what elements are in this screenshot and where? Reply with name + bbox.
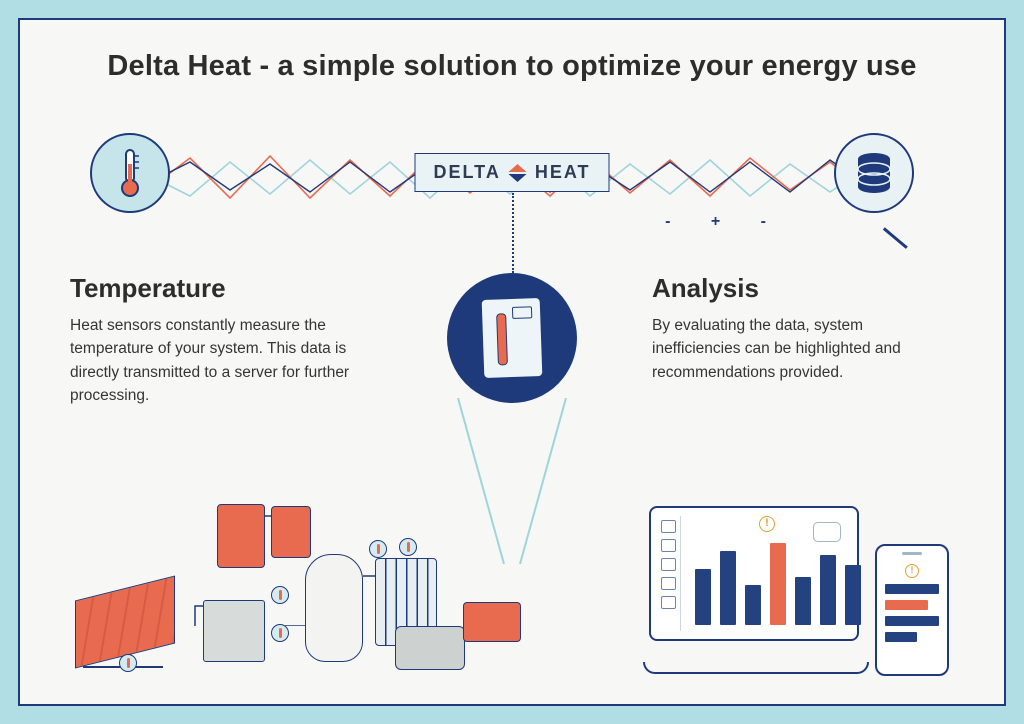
analysis-body: By evaluating the data, system inefficie…: [652, 314, 942, 384]
logo-word-1: DELTA: [434, 162, 501, 183]
sensor-detail-circle: [447, 273, 577, 403]
mini-sensor-icon: [399, 538, 417, 556]
page-title: Delta Heat - a simple solution to optimi…: [70, 50, 954, 83]
magnifier-handle-icon: [883, 227, 908, 248]
infographic-frame: Delta Heat - a simple solution to optimi…: [18, 18, 1006, 706]
dotted-connector: [512, 193, 514, 273]
heating-system-diagram: [75, 476, 535, 676]
chart-bar: [795, 577, 811, 625]
delta-heat-logo: DELTA HEAT: [415, 153, 610, 192]
chart-bar: [745, 585, 761, 625]
phone-bar: [885, 600, 928, 610]
mini-sensor-icon: [271, 624, 289, 642]
sidebar-mini-icon: [661, 558, 676, 571]
chart-bar: [720, 551, 736, 625]
dashboard-illustration: ! !: [649, 486, 949, 676]
sidebar-mini-icon: [661, 520, 676, 533]
sidebar-mini-icon: [661, 596, 676, 609]
boiler-icon: [203, 600, 265, 662]
mini-sensor-icon: [119, 654, 137, 672]
temperature-section: Temperature Heat sensors constantly meas…: [70, 273, 372, 407]
laptop-icon: !: [649, 506, 879, 666]
chart-bar: [695, 569, 711, 625]
bar-chart: [695, 539, 861, 625]
sensor-callout: [432, 273, 592, 407]
buffer-tank-icon: [217, 504, 265, 568]
sidebar-icons: [657, 516, 681, 631]
flow-banner: DELTA HEAT - + -: [90, 123, 934, 243]
temperature-heading: Temperature: [70, 273, 372, 304]
chart-bar: [770, 543, 786, 625]
expansion-vessel-icon: [271, 506, 311, 558]
phone-bar: [885, 616, 939, 626]
sidebar-mini-icon: [661, 577, 676, 590]
phone-alert-icon: !: [905, 564, 919, 578]
temperature-body: Heat sensors constantly measure the temp…: [70, 314, 370, 407]
bottom-illustrations: ! !: [75, 466, 949, 676]
logo-glyph-icon: [509, 164, 527, 182]
phone-bar: [885, 584, 939, 594]
plus-minus-labels: - + -: [665, 213, 784, 231]
laptop-base: [643, 662, 869, 674]
mini-sensor-icon: [369, 540, 387, 558]
laptop-screen: !: [649, 506, 859, 641]
thermometer-icon: [90, 133, 170, 213]
analysis-heading: Analysis: [652, 273, 954, 304]
heat-exchanger-icon: [463, 602, 521, 642]
mini-sensor-icon: [271, 586, 289, 604]
chart-bar: [845, 565, 861, 625]
phone-bar: [885, 632, 917, 642]
alert-icon: !: [759, 516, 775, 532]
database-icon: [834, 133, 914, 213]
water-tank-icon: [305, 554, 363, 662]
phone-icon: !: [875, 544, 949, 676]
sidebar-mini-icon: [661, 539, 676, 552]
logo-word-2: HEAT: [535, 162, 591, 183]
heat-pump-icon: [395, 626, 465, 670]
chart-bar: [820, 555, 836, 625]
analysis-section: Analysis By evaluating the data, system …: [652, 273, 954, 407]
sensor-device-icon: [480, 296, 545, 380]
content-columns: Temperature Heat sensors constantly meas…: [70, 273, 954, 407]
